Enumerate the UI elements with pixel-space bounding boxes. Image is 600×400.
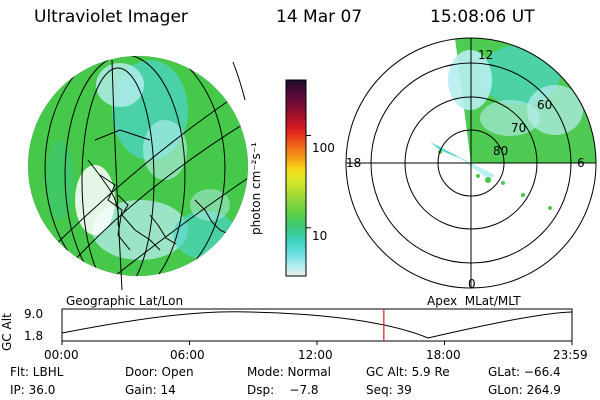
polar-panel-label: Apex MLat/MLT <box>427 294 521 308</box>
altitude-xtick-1800: 18:00 <box>426 348 461 362</box>
polar-mlt-18: 18 <box>346 156 362 170</box>
colorbar-ticks <box>306 135 311 229</box>
altitude-ylabel: GC Alt <box>0 313 14 351</box>
polar-lat-60: 60 <box>537 98 553 112</box>
colorbar <box>285 79 311 277</box>
altitude-plot-frame <box>61 308 573 342</box>
geo-panel-label: Geographic Lat/Lon <box>66 294 184 308</box>
colorbar-unit-label: photon cm⁻²s⁻¹ <box>249 142 263 235</box>
geographic-image-panel <box>27 55 249 291</box>
polar-lat-80: 80 <box>493 144 509 158</box>
altitude-plot <box>61 308 573 345</box>
info-ip: IP: 36.0 <box>10 383 56 397</box>
info-mode: Mode: Normal <box>247 365 331 379</box>
info-glon: GLon: 264.9 <box>488 383 561 397</box>
polar-mlt-12: 12 <box>478 48 494 62</box>
polar-mlt-6: 6 <box>577 156 585 170</box>
info-gain: Gain: 14 <box>125 383 176 397</box>
altitude-xtick-1200: 12:00 <box>298 348 333 362</box>
altitude-curve <box>61 311 573 339</box>
polar-mlat-mlt-panel <box>345 37 597 289</box>
colorbar-tick-100: 100 <box>312 141 335 155</box>
altitude-ytick-high: 9.0 <box>24 307 44 321</box>
info-door: Door: Open <box>125 365 194 379</box>
altitude-xtick-0600: 06:00 <box>170 348 205 362</box>
colorbar-tick-10: 10 <box>312 229 328 243</box>
polar-lat-70: 70 <box>511 121 527 135</box>
info-filter: Flt: LBHL <box>10 365 64 379</box>
info-dsp: Dsp: −7.8 <box>247 383 319 397</box>
altitude-xtick-0000: 00:00 <box>44 348 79 362</box>
info-seq: Seq: 39 <box>366 383 412 397</box>
altitude-ytick-low: 1.8 <box>24 329 44 343</box>
altitude-xtick-2359: 23:59 <box>553 348 588 362</box>
info-glat: GLat: −66.4 <box>488 365 561 379</box>
info-gc-alt: GC Alt: 5.9 Re <box>366 365 450 379</box>
polar-mlt-0: 0 <box>468 277 476 291</box>
colorbar-bar <box>285 79 307 277</box>
instrument-title: Ultraviolet Imager <box>34 7 188 27</box>
header-date: 14 Mar 07 <box>276 7 363 27</box>
header-time: 15:08:06 UT <box>430 7 535 27</box>
